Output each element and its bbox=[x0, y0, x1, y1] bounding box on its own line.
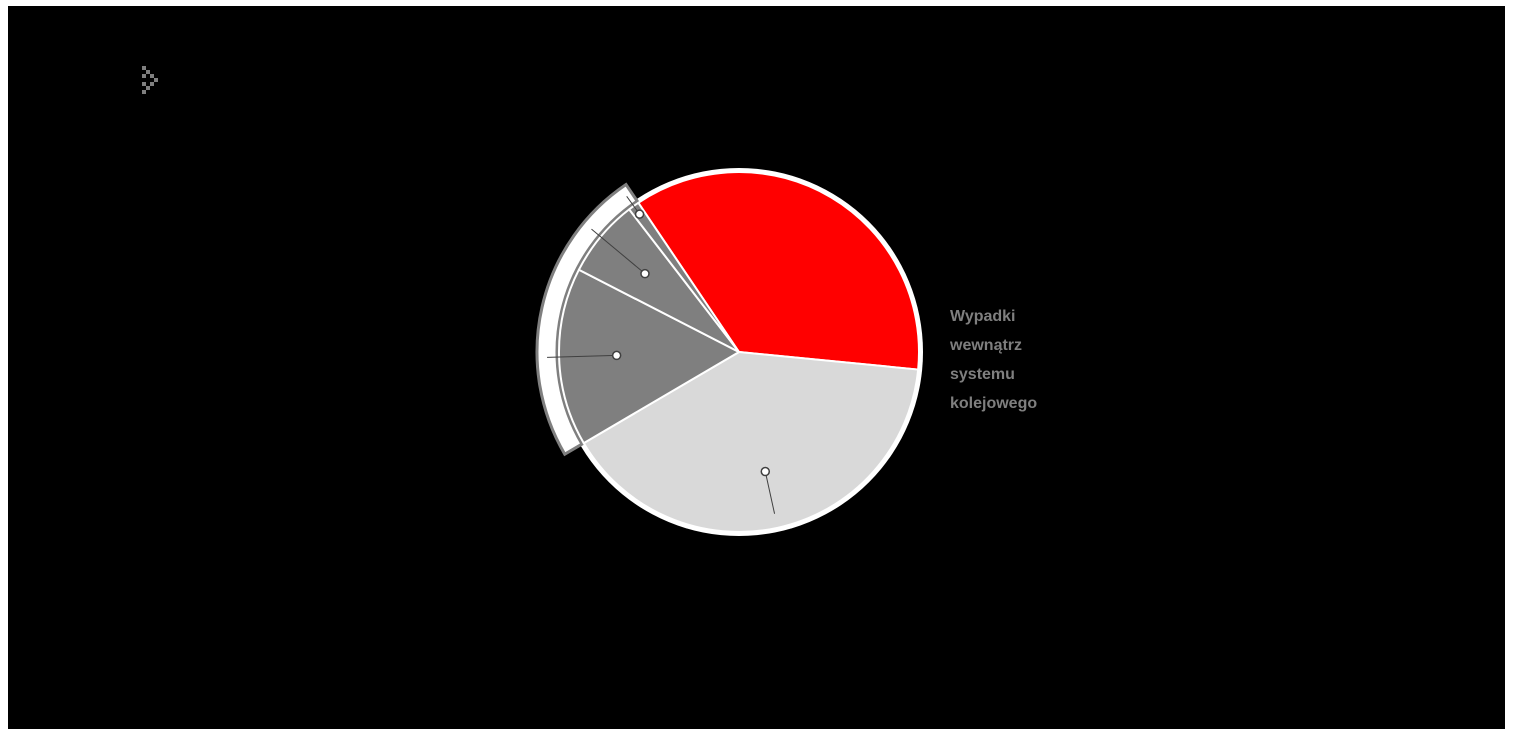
leader-line-1 bbox=[764, 471, 776, 514]
group-label-railway-accidents: Wypadki wewnątrz systemu kolejowego bbox=[950, 308, 1038, 412]
leader-line-2 bbox=[547, 354, 617, 358]
slice-marker-2 bbox=[611, 350, 622, 361]
chevron-right-dotted-icon bbox=[142, 66, 158, 94]
nav-chevron-icon[interactable] bbox=[140, 66, 160, 100]
slice-marker-3 bbox=[640, 268, 650, 279]
pie-chart bbox=[535, 168, 923, 536]
leader-line-3 bbox=[591, 228, 646, 275]
slide-canvas: Wypadki wewnątrz systemu kolejowego bbox=[8, 6, 1505, 729]
pie-slice-0 bbox=[637, 171, 920, 371]
pie-slice-1 bbox=[582, 351, 920, 533]
slice-marker-4 bbox=[634, 209, 645, 219]
group-bracket bbox=[535, 182, 640, 457]
slice-marker-1 bbox=[760, 466, 771, 477]
